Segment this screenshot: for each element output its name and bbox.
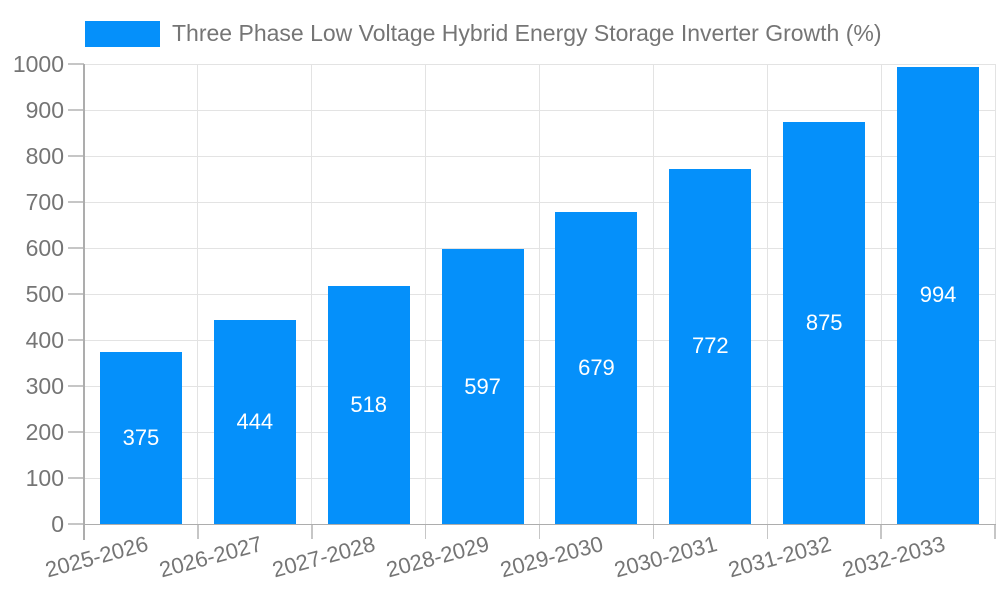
x-axis-label: 2031-2032 [725,531,834,583]
x-axis-tick [424,524,427,539]
gridline-vertical [766,64,768,524]
y-axis-tick [68,293,84,295]
gridline-vertical [197,64,199,524]
bar-2027-2028[interactable]: 518 [327,285,410,524]
bar-value-label: 679 [578,354,615,380]
y-axis-tick-label: 700 [25,189,64,215]
y-axis-tick [68,523,84,525]
y-axis-tick [68,63,84,65]
x-axis-label: 2028-2029 [383,531,493,583]
x-axis-tick [197,524,199,539]
bar-value-label: 597 [464,373,501,399]
x-axis-label: 2027-2028 [270,531,379,583]
y-axis-tick [68,385,84,387]
y-axis-tick-label: 0 [51,511,64,537]
gridline-vertical [539,64,540,524]
y-axis-tick-label: 1000 [12,51,64,77]
bar-2025-2026[interactable]: 375 [99,351,182,524]
gridline-vertical [311,64,313,524]
bar-2032-2033[interactable]: 994 [897,66,980,524]
chart-legend-item[interactable]: Three Phase Low Voltage Hybrid Energy St… [85,20,882,47]
y-axis-tick [68,247,84,249]
bar-value-label: 375 [122,424,160,450]
gridline-vertical [652,64,654,524]
y-axis-tick [68,431,84,433]
y-axis-tick [68,109,84,111]
bar-value-label: 994 [919,282,957,308]
y-axis-line [83,64,85,540]
x-axis-label: 2026-2027 [156,531,265,583]
bar-2029-2030[interactable]: 679 [555,211,638,524]
bar-2030-2031[interactable]: 772 [669,168,752,524]
x-axis-line [84,523,996,525]
x-axis-label: 2025-2026 [42,531,151,583]
y-axis-tick-label: 600 [25,235,64,261]
bar-value-label: 875 [805,309,843,335]
gridline-vertical [880,64,882,524]
bar-value-label: 444 [236,408,274,434]
x-axis-label: 2030-2031 [611,531,720,583]
x-axis-tick [311,524,313,539]
y-axis-tick [68,339,84,341]
x-axis-tick [766,524,768,539]
x-axis-tick [538,524,541,539]
x-axis-tick [994,524,996,539]
gridline-vertical [994,64,996,524]
y-axis-tick-label: 300 [25,373,64,399]
y-axis-tick-label: 400 [25,327,64,353]
y-axis-tick-label: 500 [25,281,64,307]
gridline-vertical [425,64,427,524]
x-axis-label: 2032-2033 [839,531,948,583]
bar-2028-2029[interactable]: 597 [441,249,524,524]
y-axis-tick [68,155,84,157]
x-axis-tick [652,524,655,539]
bar-2026-2027[interactable]: 444 [213,319,296,524]
legend-swatch [85,20,160,47]
x-axis-label: 2029-2030 [497,531,606,583]
y-axis-tick-label: 100 [25,465,64,491]
bar-value-label: 518 [350,391,388,417]
bar-value-label: 772 [691,333,729,359]
y-axis-tick-label: 200 [25,419,64,445]
x-axis-tick [880,524,882,539]
y-axis-tick-label: 900 [25,97,64,123]
y-axis-tick-label: 800 [25,143,64,169]
bar-2031-2032[interactable]: 875 [783,121,866,524]
y-axis-tick [68,477,84,479]
y-axis-tick [68,201,84,203]
legend-label: Three Phase Low Voltage Hybrid Energy St… [172,20,882,46]
